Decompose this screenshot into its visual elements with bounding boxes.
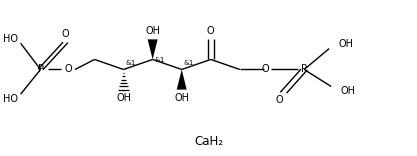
Text: OH: OH <box>339 39 354 49</box>
Text: O: O <box>276 95 283 105</box>
Text: O: O <box>262 64 269 75</box>
Text: OH: OH <box>174 93 189 103</box>
Text: &1: &1 <box>184 60 194 66</box>
Text: P: P <box>38 64 43 75</box>
Polygon shape <box>148 39 158 59</box>
Text: CaH₂: CaH₂ <box>194 135 223 148</box>
Text: &1: &1 <box>126 60 136 66</box>
Text: O: O <box>207 26 215 36</box>
Text: P: P <box>301 64 307 75</box>
Text: O: O <box>62 29 69 39</box>
Text: OH: OH <box>341 86 356 96</box>
Text: HO: HO <box>3 34 18 44</box>
Text: OH: OH <box>116 93 131 103</box>
Text: &1: &1 <box>155 57 165 63</box>
Polygon shape <box>177 69 187 90</box>
Text: HO: HO <box>3 94 18 104</box>
Text: O: O <box>65 64 73 75</box>
Text: OH: OH <box>145 26 160 36</box>
